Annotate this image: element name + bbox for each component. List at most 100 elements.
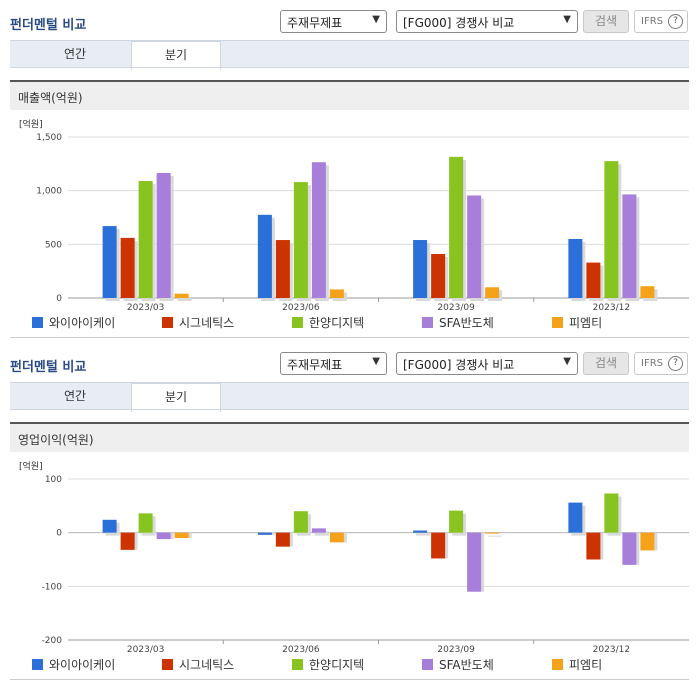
legend-label: 시그네틱스: [179, 316, 235, 330]
legend-item[interactable]: 시그네틱스: [162, 657, 234, 673]
legend-label: SFA반도체: [439, 316, 494, 330]
bar-1-2023-09[interactable]: [413, 240, 428, 298]
bar-3-2023-06[interactable]: [293, 511, 308, 533]
y-tick-label: 1,500: [36, 133, 62, 143]
bar-1-2023-12[interactable]: [568, 238, 583, 298]
bar-shadow: [416, 533, 431, 536]
bar-shadow: [177, 296, 192, 301]
bar-1-2023-06[interactable]: [257, 214, 272, 298]
legend-label: 한양디지텍: [309, 658, 365, 672]
bar-3-2023-03[interactable]: [138, 181, 153, 298]
bar-3-2023-09[interactable]: [449, 156, 464, 298]
compare-select[interactable]: [FG000] 경쟁사 비교 ▼: [396, 10, 578, 33]
bar-5-2023-06[interactable]: [329, 532, 344, 543]
x-tick-label: 2023/12: [593, 303, 630, 313]
legend-label: 와이아이케이: [49, 658, 116, 672]
bar-4-2023-12[interactable]: [622, 532, 637, 565]
bar-3-2023-12[interactable]: [604, 493, 619, 533]
bar-5-2023-12[interactable]: [640, 532, 655, 551]
bar-3-2023-06[interactable]: [293, 182, 308, 298]
legend-item[interactable]: 피엠티: [552, 315, 602, 331]
bar-4-2023-06[interactable]: [311, 162, 326, 298]
chart-bottom-divider: [10, 337, 689, 338]
statement-select[interactable]: 주재무제표 ▼: [280, 352, 387, 375]
bar-4-2023-03[interactable]: [156, 532, 171, 540]
legend-item[interactable]: 시그네틱스: [162, 315, 234, 331]
bar-1-2023-03[interactable]: [102, 519, 117, 533]
statement-select-value: 주재무제표: [287, 16, 343, 30]
bar-2-2023-09[interactable]: [431, 253, 446, 298]
legend-label: 시그네틱스: [179, 658, 235, 672]
legend-item[interactable]: SFA반도체: [422, 657, 494, 673]
legend-label: 한양디지텍: [309, 316, 365, 330]
search-button[interactable]: 검색: [583, 10, 629, 33]
bar-2-2023-12[interactable]: [586, 532, 601, 560]
legend-item[interactable]: 한양디지텍: [292, 657, 364, 673]
bar-4-2023-12[interactable]: [622, 194, 637, 298]
bar-5-2023-09[interactable]: [485, 532, 500, 534]
legend-item[interactable]: 와이아이케이: [32, 315, 115, 331]
bar-4-2023-09[interactable]: [467, 195, 482, 298]
tab-quarterly[interactable]: 분기: [131, 41, 221, 70]
bar-5-2023-03[interactable]: [174, 293, 189, 298]
tab-divider: [10, 409, 689, 410]
legend-swatch: [292, 659, 303, 670]
bar-chart: [억원] -200 -100 0 100 2023/03 2023/06 2023/09 202…: [10, 452, 689, 672]
legend-swatch: [162, 317, 173, 328]
x-tick-label: 2023/12: [593, 645, 630, 655]
legend-item[interactable]: 피엠티: [552, 657, 602, 673]
bar-4-2023-09[interactable]: [467, 532, 482, 592]
bar-2-2023-03[interactable]: [120, 532, 135, 550]
section-title: 매출액(억원): [10, 80, 689, 110]
bar-chart: [억원] 0 500 1,000 1,500 2023/03 2023/06 2023/09 2…: [10, 110, 689, 330]
bar-2-2023-03[interactable]: [120, 237, 135, 298]
search-button[interactable]: 검색: [583, 352, 629, 375]
tab-annual[interactable]: 연간: [63, 47, 87, 61]
chart-legend: 와이아이케이 시그네틱스 한양디지텍 SFA반도체 피엠티: [10, 312, 689, 332]
period-tabs: 연간 분기: [10, 40, 689, 70]
ifrs-help-button[interactable]: IFRS ?: [634, 10, 688, 33]
bar-5-2023-06[interactable]: [329, 289, 344, 298]
bar-2-2023-06[interactable]: [275, 240, 290, 298]
bar-4-2023-03[interactable]: [156, 172, 171, 298]
tab-quarterly[interactable]: 분기: [131, 383, 221, 412]
bar-5-2023-12[interactable]: [640, 286, 655, 298]
bar-1-2023-09[interactable]: [413, 530, 428, 533]
bar-5-2023-03[interactable]: [174, 532, 189, 539]
bar-5-2023-09[interactable]: [485, 287, 500, 298]
legend-item[interactable]: 와이아이케이: [32, 657, 115, 673]
chart-bottom-divider: [10, 679, 689, 680]
legend-label: 피엠티: [569, 658, 603, 672]
bar-1-2023-12[interactable]: [568, 502, 583, 533]
tab-annual[interactable]: 연간: [63, 389, 87, 403]
bar-3-2023-03[interactable]: [138, 513, 153, 533]
bar-3-2023-12[interactable]: [604, 161, 619, 298]
bar-1-2023-03[interactable]: [102, 226, 117, 298]
bar-2-2023-09[interactable]: [431, 532, 446, 559]
y-tick-label: -100: [42, 582, 63, 592]
y-tick-label: -200: [42, 636, 63, 646]
x-tick-label: 2023/06: [282, 303, 320, 313]
period-tabs: 연간 분기: [10, 382, 689, 412]
bar-2-2023-06[interactable]: [275, 532, 290, 547]
bar-2-2023-12[interactable]: [586, 262, 601, 298]
legend-item[interactable]: 한양디지텍: [292, 315, 364, 331]
ifrs-help-button[interactable]: IFRS ?: [634, 352, 688, 375]
y-tick-label: 0: [56, 294, 62, 304]
bar-1-2023-06[interactable]: [257, 532, 272, 535]
x-tick-label: 2023/09: [437, 303, 475, 313]
legend-item[interactable]: SFA반도체: [422, 315, 494, 331]
x-tick-label: 2023/03: [127, 303, 164, 313]
statement-select[interactable]: 주재무제표 ▼: [280, 10, 387, 33]
bar-4-2023-06[interactable]: [311, 528, 326, 533]
chart-legend: 와이아이케이 시그네틱스 한양디지텍 SFA반도체 피엠티: [10, 654, 689, 674]
chevron-down-icon: ▼: [372, 14, 380, 25]
panel-title: 펀더멘털 비교: [10, 360, 87, 375]
chevron-down-icon: ▼: [563, 14, 571, 25]
y-unit-label: [억원]: [19, 460, 43, 472]
x-tick-label: 2023/03: [127, 645, 164, 655]
y-unit-label: [억원]: [19, 118, 43, 130]
compare-select[interactable]: [FG000] 경쟁사 비교 ▼: [396, 352, 578, 375]
panel-header: 펀더멘털 비교 주재무제표 ▼ [FG000] 경쟁사 비교 ▼ 검색 IFRS…: [0, 0, 696, 34]
bar-3-2023-09[interactable]: [449, 510, 464, 533]
